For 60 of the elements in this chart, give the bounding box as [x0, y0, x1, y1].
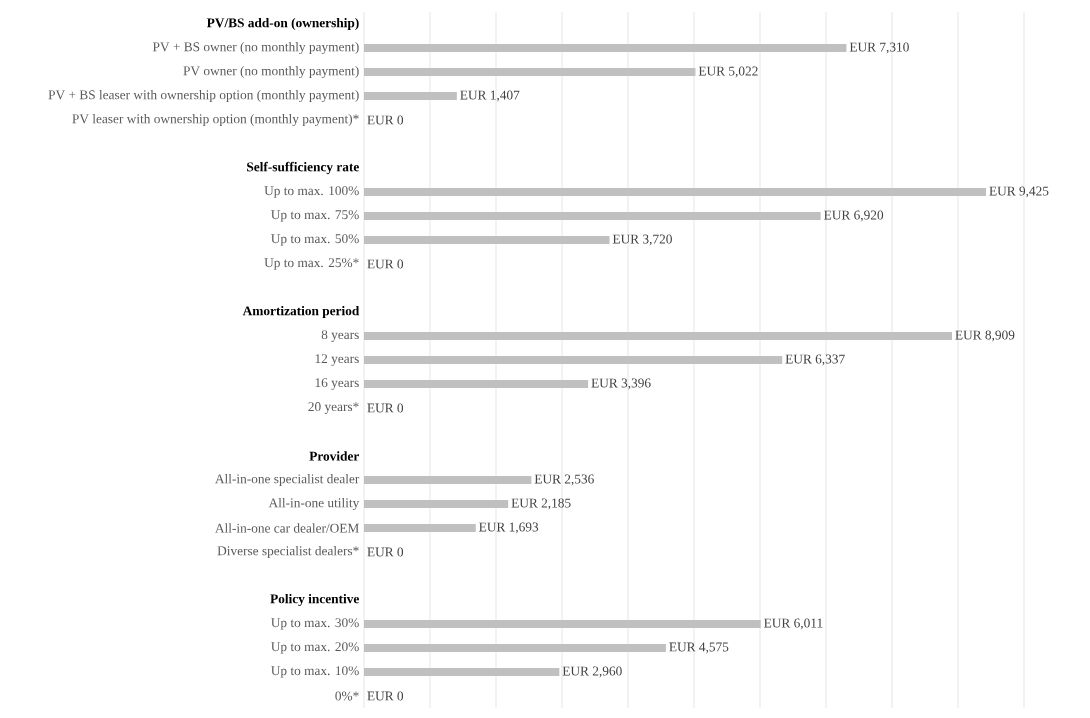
y-tick-label: Amortization period: [242, 305, 360, 319]
data-label: EUR 7,310: [849, 42, 909, 54]
data-label: EUR 0: [367, 691, 404, 701]
y-tick-label: 16 years: [315, 378, 359, 390]
data-label: EUR 9,425: [989, 186, 1049, 198]
bar: [364, 44, 847, 52]
y-tick-label: Diverse specialist dealers*: [217, 545, 359, 559]
data-label: EUR 2,960: [562, 666, 622, 678]
data-label: EUR 6,011: [764, 618, 823, 630]
y-tick-label: Up to max. 25%*: [264, 258, 359, 270]
bar: [364, 332, 952, 340]
data-label: EUR 2,185: [511, 498, 571, 510]
bar: [364, 92, 457, 100]
data-label: EUR 0: [367, 259, 404, 269]
data-label: EUR 0: [367, 115, 404, 125]
y-tick-label: PV owner (no monthly payment): [183, 65, 359, 79]
data-label: EUR 0: [367, 403, 404, 413]
bar: [364, 212, 821, 220]
data-label: EUR 6,920: [824, 210, 884, 222]
data-label: EUR 4,575: [669, 642, 729, 654]
y-tick-label: Up to max. 10%: [271, 666, 359, 678]
y-tick-label: All-in-one car dealer/OEM: [215, 523, 359, 533]
y-tick-label: Provider: [309, 451, 360, 461]
y-tick-label: PV + BS leaser with ownership option (monthly payment): [48, 89, 359, 103]
y-tick-label: 12 years: [315, 354, 359, 366]
y-tick-label: Up to max. 30%: [271, 618, 359, 630]
data-label: EUR 5,022: [698, 66, 758, 78]
bar: [364, 380, 589, 388]
bar: [364, 667, 560, 676]
bar: [364, 188, 987, 196]
data-label: EUR 3,720: [612, 234, 672, 246]
bar: [364, 236, 610, 244]
data-label: EUR 1,407: [460, 90, 520, 102]
y-tick-label: 8 years: [321, 330, 359, 342]
y-tick-label: PV leaser with ownership option (monthly payment)*: [72, 113, 359, 127]
bar: [364, 476, 532, 484]
y-tick-label: Policy incentive: [270, 593, 359, 607]
bar: [364, 523, 476, 532]
y-tick-label: Up to max. 100%: [264, 186, 359, 198]
y-tick-label: Up to max. 75%: [271, 210, 359, 222]
y-tick-label: Self-sufficiency rate: [247, 161, 359, 175]
data-label: EUR 0: [367, 547, 404, 557]
y-tick-label: All-in-one utility: [268, 497, 360, 511]
data-label: EUR 6,337: [785, 354, 845, 366]
y-tick-label: Up to max. 20%: [271, 642, 359, 654]
y-tick-label: 20 years*: [308, 402, 359, 414]
bar: [364, 643, 666, 652]
data-label: EUR 2,536: [534, 474, 594, 486]
y-tick-label: All-in-one specialist dealer: [215, 473, 360, 487]
bar: [364, 68, 696, 76]
bar: [364, 500, 509, 508]
y-tick-label: 0%*: [335, 691, 359, 701]
y-tick-label: Up to max. 50%: [271, 234, 359, 246]
bar: [364, 619, 761, 628]
y-tick-label: PV + BS owner (no monthly payment): [152, 41, 359, 55]
data-label: EUR 1,693: [479, 522, 539, 534]
y-tick-label: PV/BS add-on (ownership): [206, 17, 359, 31]
bar: [364, 356, 783, 364]
data-label: EUR 3,396: [591, 378, 651, 390]
data-label: EUR 8,909: [955, 330, 1015, 342]
